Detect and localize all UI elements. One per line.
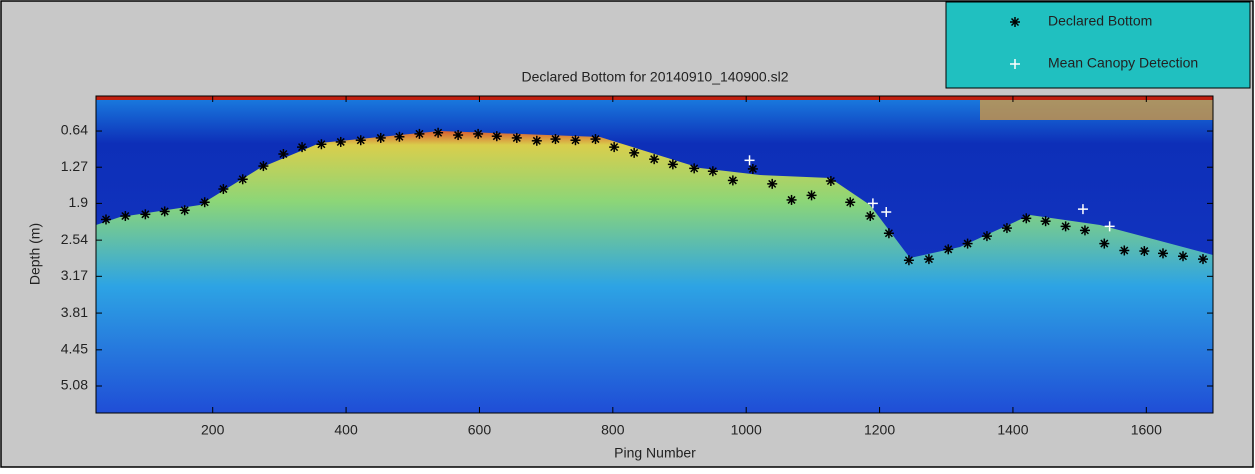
data-point [845, 197, 855, 207]
y-tick-label: 1.9 [69, 194, 89, 210]
data-point [180, 205, 190, 215]
data-point [748, 164, 758, 174]
data-point [884, 228, 894, 238]
data-point [218, 184, 228, 194]
echogram [96, 96, 1213, 413]
data-point [590, 134, 600, 144]
x-tick-label: 600 [468, 422, 492, 438]
data-point [1021, 213, 1031, 223]
chart-title: Declared Bottom for 20140910_140900.sl2 [522, 69, 789, 85]
x-tick-label: 400 [334, 422, 358, 438]
y-tick-label: 2.54 [61, 231, 88, 247]
figure: Declared Bottom for 20140910_140900.sl2 … [0, 0, 1255, 469]
data-point [1198, 254, 1208, 264]
y-tick-label: 0.64 [61, 122, 88, 138]
legend-marker [1010, 17, 1020, 27]
legend-label: Mean Canopy Detection [1048, 55, 1198, 71]
data-point [807, 190, 817, 200]
data-point [414, 129, 424, 139]
data-point [963, 239, 973, 249]
x-tick-label: 1200 [864, 422, 895, 438]
data-point [1002, 223, 1012, 233]
data-point [376, 133, 386, 143]
x-tick-label: 1000 [731, 422, 762, 438]
data-point [982, 231, 992, 241]
data-point [258, 161, 268, 171]
data-point [140, 209, 150, 219]
data-point [570, 135, 580, 145]
data-point [278, 149, 288, 159]
data-point [512, 133, 522, 143]
data-point [473, 129, 483, 139]
data-point [668, 159, 678, 169]
x-tick-label: 1400 [997, 422, 1028, 438]
data-point [767, 179, 777, 189]
data-point [787, 195, 797, 205]
data-point [708, 166, 718, 176]
data-point [649, 154, 659, 164]
data-point [200, 197, 210, 207]
y-axis-label: Depth (m) [27, 223, 43, 285]
data-point [336, 137, 346, 147]
data-point [120, 211, 130, 221]
data-point [101, 214, 111, 224]
data-point [826, 176, 836, 186]
data-point [550, 134, 560, 144]
data-point [609, 142, 619, 152]
data-point [1139, 246, 1149, 256]
y-tick-label: 5.08 [61, 377, 88, 393]
y-tick-label: 3.81 [61, 304, 88, 320]
data-point [316, 139, 326, 149]
y-tick-label: 1.27 [61, 158, 88, 174]
x-axis-label: Ping Number [614, 445, 696, 461]
data-point [629, 148, 639, 158]
data-point [297, 142, 307, 152]
data-point [1080, 225, 1090, 235]
y-tick-label: 4.45 [61, 341, 88, 357]
data-point [728, 175, 738, 185]
x-tick-label: 200 [201, 422, 225, 438]
data-point [433, 128, 443, 138]
data-point [1061, 221, 1071, 231]
data-point [904, 255, 914, 265]
data-point [1119, 245, 1129, 255]
x-tick-label: 800 [601, 422, 625, 438]
y-tick-label: 3.17 [61, 267, 88, 283]
data-point [492, 131, 502, 141]
data-point [865, 211, 875, 221]
data-point [1158, 248, 1168, 258]
data-point [924, 254, 934, 264]
data-point [689, 163, 699, 173]
data-point [394, 132, 404, 142]
data-point [1041, 216, 1051, 226]
data-point [943, 244, 953, 254]
data-point [238, 174, 248, 184]
data-point [453, 130, 463, 140]
legend-label: Declared Bottom [1048, 13, 1152, 29]
data-point [1099, 239, 1109, 249]
x-tick-label: 1600 [1131, 422, 1162, 438]
data-point [160, 206, 170, 216]
data-point [356, 135, 366, 145]
data-point [1178, 251, 1188, 261]
data-point [532, 136, 542, 146]
